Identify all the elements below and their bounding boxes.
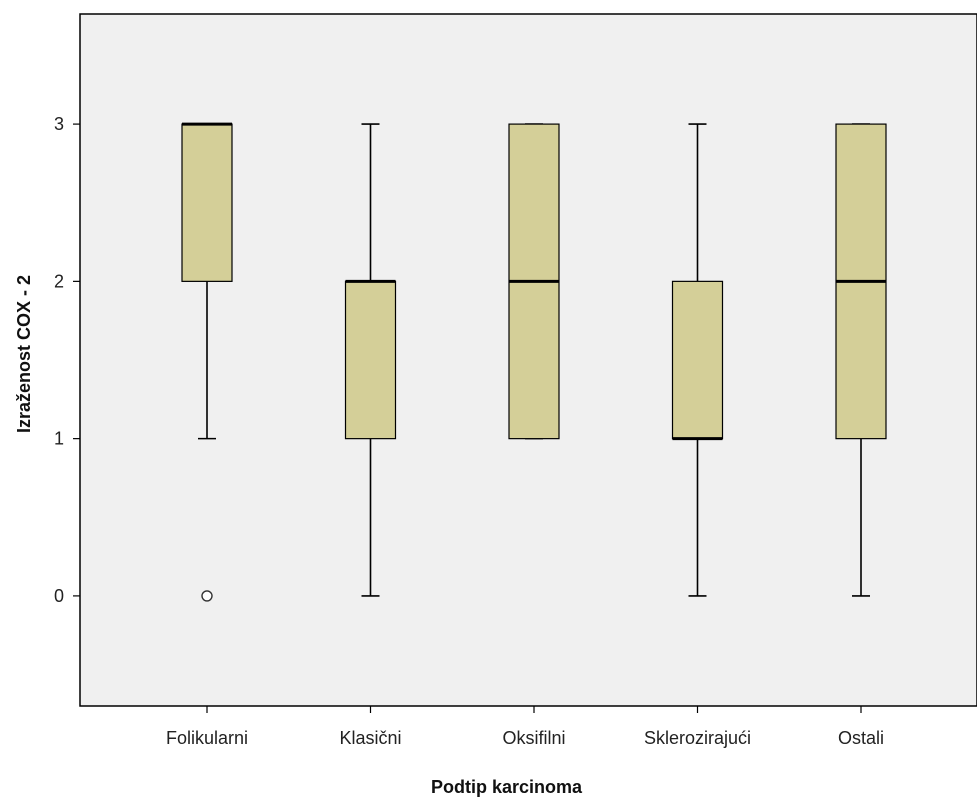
y-axis-title: Izraženost COX - 2 — [14, 275, 34, 433]
x-tick-label: Oksifilni — [502, 728, 565, 748]
y-tick-label: 1 — [54, 429, 64, 449]
outlier-point — [201, 590, 213, 602]
x-tick-label: Sklerozirajući — [644, 728, 751, 748]
x-axis-title: Podtip karcinoma — [431, 777, 583, 797]
boxes-group — [181, 122, 887, 602]
box-klasični — [344, 123, 397, 597]
x-tick-label: Folikularni — [166, 728, 248, 748]
box-iqr — [181, 123, 233, 282]
y-tick-label: 2 — [54, 271, 64, 291]
box-iqr — [344, 280, 397, 440]
axes-group: 0 1 2 3 Folikularni Klasični Oksifilni Sklerozi… — [54, 114, 884, 748]
y-tick-label: 3 — [54, 114, 64, 134]
y-tick-label: 0 — [54, 586, 64, 606]
box-oksifilni — [508, 123, 560, 440]
box-iqr — [671, 280, 724, 440]
box-folikularni — [181, 122, 233, 602]
box-sklerozirajući — [671, 123, 724, 597]
x-tick-label: Klasični — [339, 728, 401, 748]
x-tick-label: Ostali — [838, 728, 884, 748]
box-ostali — [835, 123, 887, 597]
